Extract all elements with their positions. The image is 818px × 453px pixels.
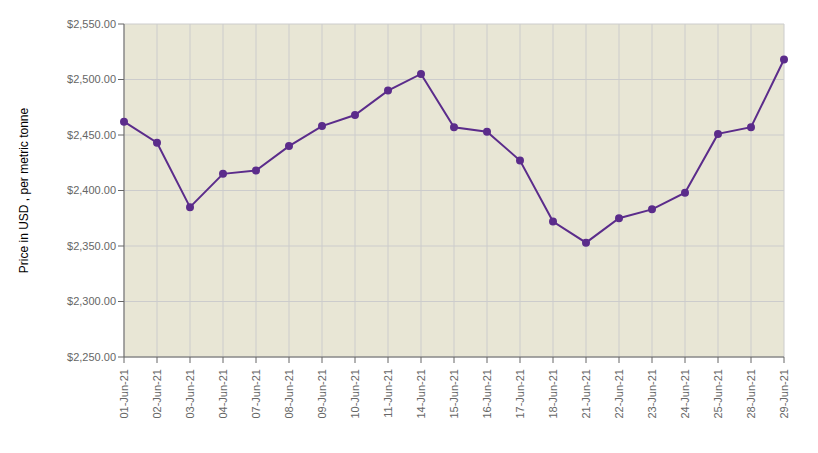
svg-text:16-Jun-21: 16-Jun-21 — [481, 369, 493, 419]
svg-text:01-Jun-21: 01-Jun-21 — [118, 369, 130, 419]
svg-text:10-Jun-21: 10-Jun-21 — [349, 369, 361, 419]
svg-text:11-Jun-21: 11-Jun-21 — [382, 369, 394, 418]
svg-text:$2,300.00: $2,300.00 — [67, 295, 116, 307]
svg-text:09-Jun-21: 09-Jun-21 — [316, 369, 328, 419]
svg-text:$2,450.00: $2,450.00 — [67, 129, 116, 141]
svg-text:$2,250.00: $2,250.00 — [67, 351, 116, 363]
svg-text:22-Jun-21: 22-Jun-21 — [613, 369, 625, 419]
svg-text:14-Jun-21: 14-Jun-21 — [415, 369, 427, 419]
svg-text:$2,550.00: $2,550.00 — [67, 18, 116, 30]
svg-text:$2,500.00: $2,500.00 — [67, 73, 116, 85]
svg-text:28-Jun-21: 28-Jun-21 — [745, 369, 757, 419]
svg-text:17-Jun-21: 17-Jun-21 — [514, 369, 526, 419]
svg-text:15-Jun-21: 15-Jun-21 — [448, 369, 460, 419]
svg-text:07-Jun-21: 07-Jun-21 — [250, 369, 262, 419]
svg-text:24-Jun-21: 24-Jun-21 — [679, 369, 691, 419]
svg-text:Price in USD , per metric tonn: Price in USD , per metric tonne — [17, 107, 31, 273]
svg-text:25-Jun-21: 25-Jun-21 — [712, 369, 724, 419]
svg-text:$2,350.00: $2,350.00 — [67, 240, 116, 252]
svg-text:23-Jun-21: 23-Jun-21 — [646, 369, 658, 419]
svg-text:08-Jun-21: 08-Jun-21 — [283, 369, 295, 419]
svg-text:29-Jun-21: 29-Jun-21 — [778, 369, 790, 419]
svg-text:$2,400.00: $2,400.00 — [67, 184, 116, 196]
svg-text:21-Jun-21: 21-Jun-21 — [580, 369, 592, 419]
svg-text:03-Jun-21: 03-Jun-21 — [184, 369, 196, 419]
svg-text:02-Jun-21: 02-Jun-21 — [151, 369, 163, 419]
svg-text:18-Jun-21: 18-Jun-21 — [547, 369, 559, 419]
svg-text:04-Jun-21: 04-Jun-21 — [217, 369, 229, 419]
